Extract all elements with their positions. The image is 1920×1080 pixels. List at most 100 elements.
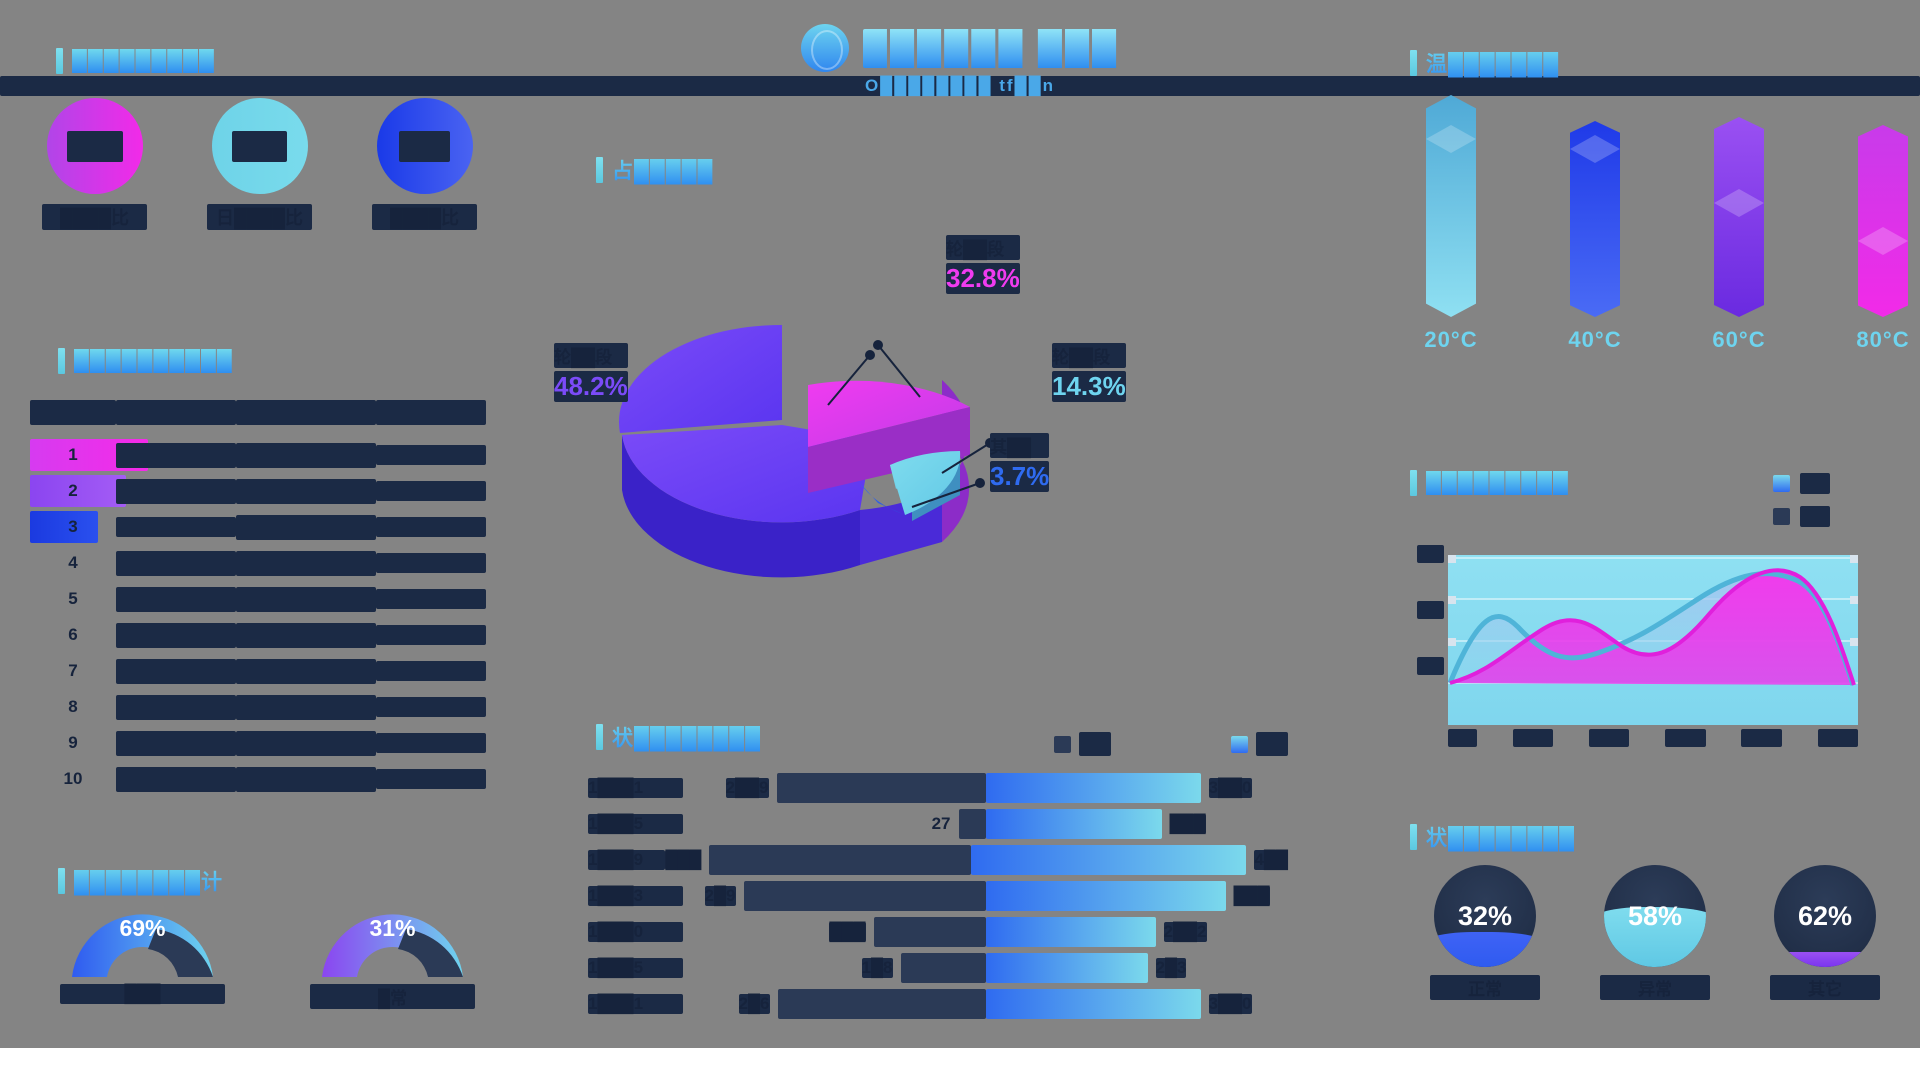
- arc-gauge-icon: [322, 914, 463, 977]
- kpi-card[interactable]: ███ 日████比: [207, 98, 312, 230]
- column-header-duration: 时长: [236, 400, 376, 425]
- tornado-row[interactable]: 1███0 ███ 2██2: [588, 914, 1288, 950]
- trend-panel-title-text: █████████: [1426, 471, 1569, 494]
- table-row[interactable]: 1 轮██ 4█████时 4████: [30, 437, 500, 473]
- pie-slice-label: 轮██段 48.2%: [554, 343, 628, 402]
- table-row[interactable]: 3 █████ 14████时 1████: [30, 509, 500, 545]
- liquid-gauge[interactable]: 32% 正常: [1430, 865, 1540, 1000]
- tornado-row[interactable]: 1███5 1█8 2█3: [588, 950, 1288, 986]
- tornado-right-value: ███: [1233, 886, 1270, 906]
- tornado-left-value: 1█8: [861, 958, 893, 978]
- cell-duration: 0.███时: [236, 694, 376, 720]
- x-tick: 8█0: [1448, 729, 1478, 747]
- liquid-gauge[interactable]: 58% 异常: [1600, 865, 1710, 1000]
- cell-pct: 0.█%: [376, 733, 486, 753]
- tornado-category: 1███5: [588, 958, 683, 978]
- tornado-left-bar: [743, 881, 986, 911]
- arc-gauge-value: 31%: [369, 915, 416, 941]
- cell-part: 齿██: [116, 550, 236, 576]
- callout-dot: [975, 478, 985, 488]
- pie-slice-label: 轮██段 32.8%: [946, 235, 1020, 294]
- column-header-part: 部件: [116, 400, 236, 425]
- temperature-bar-item[interactable]: 60°C: [1703, 117, 1775, 353]
- pie-chart-svg: [618, 324, 995, 578]
- y-tick-600: 600: [1417, 545, 1444, 563]
- kpi-card[interactable]: 8██ ████比: [372, 98, 477, 230]
- cell-part: 后███: [116, 586, 236, 612]
- arc-gauge[interactable]: 31% █常: [310, 885, 475, 1009]
- cell-part: 发███: [116, 730, 236, 756]
- tornado-row[interactable]: 1███1 2█6 3██0: [588, 986, 1288, 1022]
- cell-rank: 7: [68, 661, 78, 680]
- temperature-bar-label: 80°C: [1856, 327, 1910, 352]
- pie-slice-name: 轮██段: [1052, 343, 1126, 368]
- tornado-right-bar: [985, 989, 1201, 1019]
- tornado-panel-title: 状████████: [596, 722, 761, 752]
- page-subtitle: O████████ tf██n: [0, 76, 1920, 96]
- pie-slice-label: 其██ 3.7%: [990, 433, 1050, 492]
- legend-item-normal[interactable]: 正常: [1772, 473, 1830, 494]
- kpi-label: 日████比: [207, 204, 312, 230]
- table-row[interactable]: 4 齿██ 0.███时 0.█%: [30, 545, 500, 581]
- pie-slice-value: 14.3%: [1052, 371, 1126, 402]
- cell-pct: 0.█%: [376, 697, 486, 717]
- tornado-row[interactable]: 1███5 27 ███: [588, 806, 1288, 842]
- callout-dot: [873, 340, 883, 350]
- liquid-fill: [1774, 951, 1876, 967]
- y-tick-200: 200: [1417, 657, 1444, 675]
- cell-pct: 1████: [376, 481, 486, 501]
- liquid-gauge[interactable]: 62% 其它: [1770, 865, 1880, 1000]
- table-row[interactable]: 6 传███ 0.███时 0.█%: [30, 617, 500, 653]
- legend-swatch-icon: [1772, 475, 1790, 492]
- legend-item-abnormal[interactable]: 异常: [1772, 506, 1830, 527]
- kpi-value: 8█%: [66, 130, 123, 162]
- table-row[interactable]: 8 刹███ 0.███时 0.█%: [30, 689, 500, 725]
- table-row[interactable]: 2 轴██ 3█████时 1████: [30, 473, 500, 509]
- tornado-left-value: 2██9: [725, 778, 769, 798]
- area-chart[interactable]: 正常 异常 600 400 200: [1417, 473, 1858, 747]
- liquid-gauge-value: 62%: [1797, 900, 1853, 931]
- cell-pct: 0.█%: [376, 769, 486, 789]
- cell-rank: 8: [68, 697, 78, 716]
- liquid-gauge-label: 正常: [1430, 975, 1540, 1000]
- table-row[interactable]: 10 变███ 0.███时 0.█%: [30, 761, 500, 797]
- cell-duration: 0.███时: [236, 766, 376, 792]
- cell-part: 小███: [116, 658, 236, 684]
- temperature-bar-chart: 20°C 40°C 60°C 80°C: [1415, 95, 1919, 353]
- tornado-left-bar: [900, 953, 986, 983]
- pie-chart[interactable]: 轮██段 48.2% 轮██段 32.8% 轮██段 14.3% 其██ 3.7…: [554, 215, 1180, 615]
- cell-duration: 4█████时: [236, 442, 376, 468]
- table-row[interactable]: 5 后███ 0.███时 0.█%: [30, 581, 500, 617]
- tornado-category: 1███0: [588, 922, 683, 942]
- kpi-value: ███: [231, 130, 288, 162]
- tornado-left-value: 27: [931, 814, 951, 833]
- table-row[interactable]: 7 小███ 0.███时 0.█%: [30, 653, 500, 689]
- temperature-bar-item[interactable]: 80°C: [1847, 125, 1919, 353]
- kpi-panel-title-text: █████████: [72, 49, 215, 72]
- temperature-bar-item[interactable]: 20°C: [1415, 95, 1487, 353]
- liquid-panel-title: 状████████: [1410, 822, 1575, 852]
- cell-rank: 3: [68, 517, 78, 536]
- arc-gauge[interactable]: 69% ███: [60, 885, 225, 1009]
- tornado-row[interactable]: 1███3 2█9 ███: [588, 878, 1288, 914]
- kpi-card[interactable]: 8█% ████比: [42, 98, 147, 230]
- x-tick: 2██0: [1741, 729, 1782, 747]
- legend-item-abnormal[interactable]: 异常: [1230, 732, 1288, 756]
- row-highlight-bar: [30, 511, 98, 543]
- tornado-row[interactable]: 1███1 2██9 3██0: [588, 770, 1288, 806]
- table-row[interactable]: 9 发███ 0.███时 0.█%: [30, 725, 500, 761]
- kpi-card-list: 8█% ████比 ███ 日████比 8██ ████比: [42, 98, 477, 230]
- cell-pct: 0.█%: [376, 553, 486, 573]
- cell-pct: 0.█%: [376, 625, 486, 645]
- liquid-fill: [1604, 906, 1706, 967]
- tornado-row[interactable]: 1███9 ███ 4██: [588, 842, 1288, 878]
- title-accent-bar: [58, 348, 65, 374]
- legend-swatch-icon: [1772, 508, 1790, 525]
- bar-facet: [1858, 227, 1908, 255]
- pie-slice-value: 32.8%: [946, 263, 1020, 294]
- cell-rank: 10: [63, 769, 83, 788]
- temperature-bar-item[interactable]: 40°C: [1559, 121, 1631, 353]
- legend-item-normal[interactable]: 正常: [1053, 732, 1111, 756]
- temp-panel-title: 温███████: [1410, 48, 1559, 78]
- area-chart-svg: [1447, 555, 1858, 725]
